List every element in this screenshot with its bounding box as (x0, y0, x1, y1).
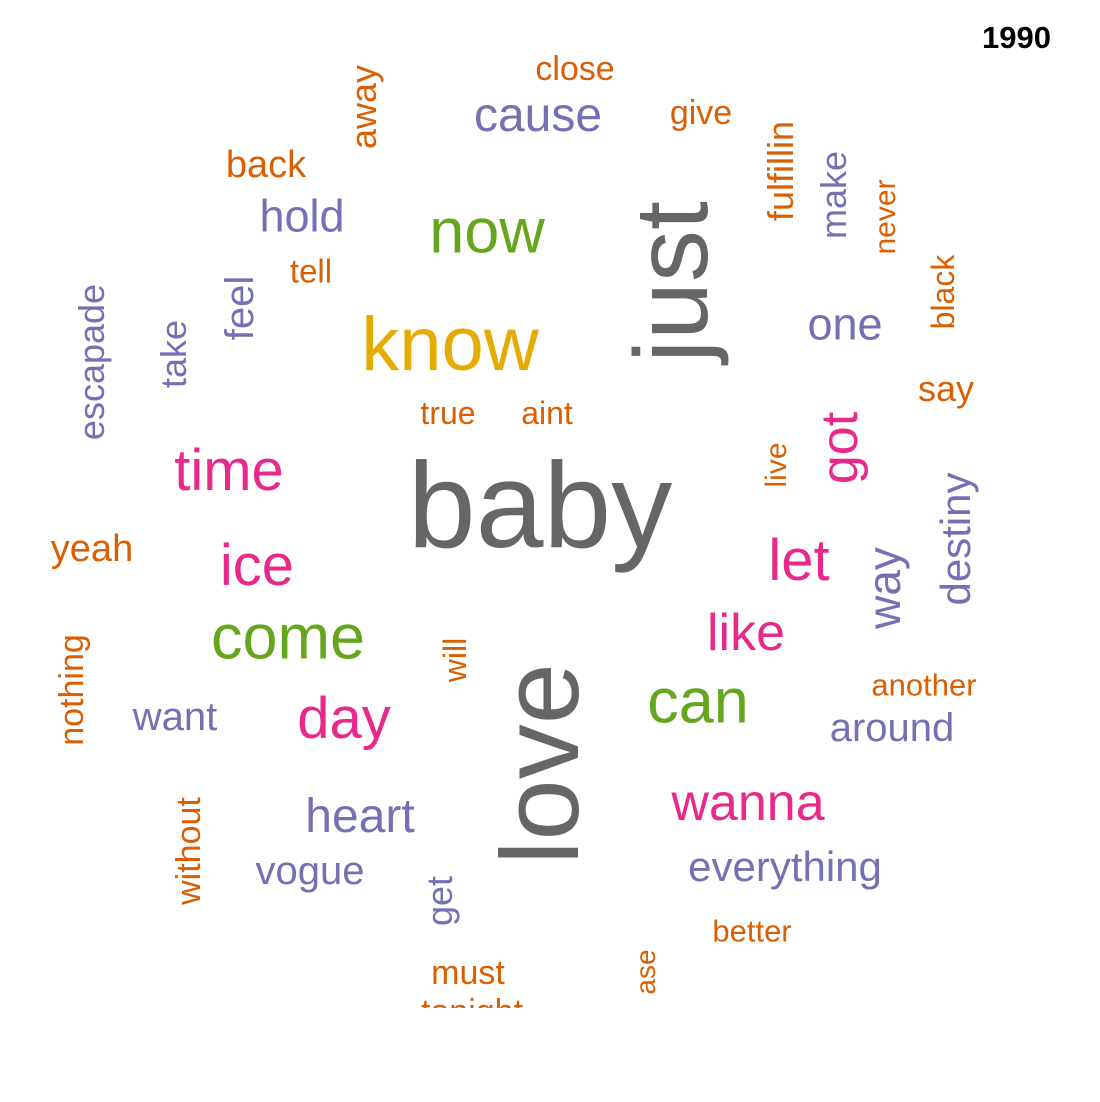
word-nothing: nothing (53, 634, 91, 746)
word-ase: ase (630, 949, 661, 995)
word-back: back (225, 144, 307, 186)
word-love: love (479, 663, 602, 865)
word-like: like (706, 604, 786, 662)
word-tonight: tonight (421, 996, 523, 1008)
word-one: one (807, 298, 883, 350)
word-aint: aint (521, 395, 573, 431)
word-time: time (174, 438, 284, 503)
word-give: give (669, 94, 733, 132)
word-way: way (858, 547, 910, 629)
word-escapade: escapade (71, 283, 112, 441)
word-make: make (813, 150, 854, 240)
word-never: never (869, 179, 902, 255)
word-will: will (437, 637, 473, 683)
word-close: close (535, 50, 615, 88)
word-feel: feel (218, 275, 262, 341)
word-destiny: destiny (932, 472, 979, 606)
word-yeah: yeah (50, 528, 134, 570)
word-ice: ice (219, 533, 295, 598)
word-wanna: wanna (671, 774, 825, 832)
word-can: can (647, 666, 749, 737)
word-say: say (917, 368, 975, 409)
word-let: let (768, 528, 830, 593)
word-hold: hold (259, 190, 345, 242)
word-want: want (132, 695, 218, 739)
word-day: day (297, 686, 391, 751)
word-true: true (420, 395, 476, 431)
word-got: got (811, 411, 869, 485)
word-another: another (871, 667, 977, 703)
word-black: black (925, 254, 961, 330)
word-must: must (431, 954, 505, 992)
word-everything: everything (688, 843, 882, 890)
word-now: now (429, 196, 545, 267)
word-vogue: vogue (255, 849, 365, 893)
word-without: without (170, 797, 208, 905)
word-just: just (614, 201, 730, 363)
word-know: know (361, 302, 539, 387)
word-better: better (712, 913, 792, 949)
word-come: come (210, 602, 366, 673)
year-label: 1990 (982, 20, 1051, 55)
word-baby: baby (407, 437, 673, 573)
word-heart: heart (305, 790, 415, 843)
word-fulfillin: fulfillin (760, 120, 801, 222)
word-live: live (760, 442, 793, 488)
word-get: get (419, 875, 460, 927)
word-cause: cause (473, 89, 603, 142)
word-tell: tell (289, 252, 333, 290)
word-take: take (153, 319, 194, 389)
clipped-word-region: tonight (380, 996, 580, 1008)
word-around: around (829, 706, 955, 750)
word-away: away (343, 64, 384, 150)
